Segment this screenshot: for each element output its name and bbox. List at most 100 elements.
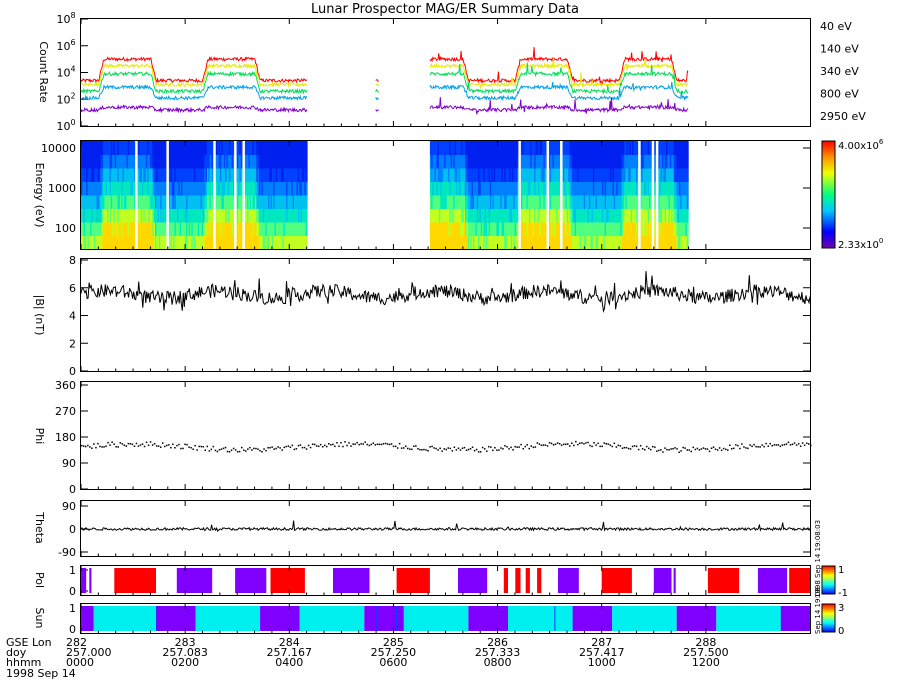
spectrogram-cell xyxy=(479,195,482,209)
spectrogram-cell xyxy=(136,168,139,182)
spectrogram-cell xyxy=(663,181,666,196)
spectrogram-cell xyxy=(624,168,627,182)
spectrogram-cell xyxy=(622,141,625,155)
spectrogram-cell xyxy=(429,141,432,155)
spectrogram-cell xyxy=(177,195,179,209)
phi-point xyxy=(720,449,723,452)
spectrogram-cell xyxy=(667,222,670,236)
spectrogram-cell xyxy=(643,141,646,155)
spectrogram-cell xyxy=(205,222,208,236)
spectrogram-cell xyxy=(196,168,199,182)
sun-block xyxy=(572,606,613,631)
spectrogram-cell xyxy=(625,168,628,182)
spectrogram-cell xyxy=(553,181,556,196)
spectrogram-cell xyxy=(579,154,582,169)
phi-point xyxy=(633,445,636,447)
spectrogram-cell xyxy=(633,195,636,209)
spectrogram-cell xyxy=(675,235,677,249)
spectrogram-cell xyxy=(628,222,630,236)
spectrogram-data-gap xyxy=(166,141,169,249)
spectrogram-cell xyxy=(440,168,443,182)
spectrogram-cell xyxy=(671,168,674,182)
spectrogram-cell xyxy=(556,195,559,209)
spectrogram-cell xyxy=(125,208,128,223)
count-rate-ytick-label: 102 xyxy=(56,91,75,106)
spectrogram-cell xyxy=(675,141,677,155)
spectrogram-cell xyxy=(622,195,625,209)
spectrogram-cell xyxy=(681,208,684,223)
spectrogram-cell xyxy=(160,235,163,249)
spectrogram-cell xyxy=(432,235,435,249)
spectrogram-cell xyxy=(552,141,555,155)
spectrogram-cell xyxy=(516,141,518,155)
spectrogram-cell xyxy=(472,141,475,155)
spectrogram-cell xyxy=(142,222,144,236)
spectrogram-cell xyxy=(194,222,196,236)
spectrogram-cell xyxy=(151,181,153,196)
spectrogram-cell xyxy=(486,208,488,223)
phi-point xyxy=(113,443,115,445)
spectrogram-cell xyxy=(672,235,675,249)
spectrogram-cell xyxy=(283,181,286,196)
spectrogram-cell xyxy=(578,141,581,155)
spectrogram-cell xyxy=(252,168,255,182)
spectrogram-cell xyxy=(168,168,170,182)
theta-ytick-label: -90 xyxy=(58,546,76,559)
spectrogram-cell xyxy=(566,235,569,249)
spectrogram-cell xyxy=(116,154,118,169)
spectrogram-cell xyxy=(506,154,509,169)
xtick-label-hhmm: 0600 xyxy=(379,656,407,669)
spectrogram-cell xyxy=(453,141,456,155)
spectrogram-cell xyxy=(526,208,529,223)
spectrogram-cell xyxy=(151,141,153,155)
spectrogram-cell xyxy=(542,195,544,209)
spectrogram-cell xyxy=(239,168,242,182)
phi-point xyxy=(550,442,553,445)
spectrogram-cell xyxy=(83,208,86,223)
spectrogram-cell xyxy=(629,222,632,236)
spectrogram-cell xyxy=(566,222,569,236)
phi-point xyxy=(558,443,561,445)
spectrogram-cell xyxy=(205,168,208,182)
spectrogram-cell xyxy=(495,208,497,223)
phi-point xyxy=(652,445,654,448)
spectrogram-cell xyxy=(282,195,285,209)
spectrogram-cell xyxy=(564,181,567,196)
spectrogram-cell xyxy=(287,181,290,196)
spectrogram-cell xyxy=(620,181,623,196)
spectrogram-cell xyxy=(461,235,464,249)
spectrogram-cell xyxy=(88,181,91,196)
spectrogram-cell xyxy=(603,154,606,169)
spectrogram-cell xyxy=(509,235,512,249)
spectrogram-cell xyxy=(271,154,274,169)
spectrogram-cell xyxy=(493,154,496,169)
spectrogram-cell xyxy=(261,208,264,223)
phi-point xyxy=(151,444,154,446)
spectrogram-cell xyxy=(225,222,228,236)
spectrogram-cell xyxy=(297,208,300,223)
spectrogram-cell xyxy=(283,195,286,209)
spectrogram-cell xyxy=(116,222,118,236)
spectrogram-cell xyxy=(572,181,574,196)
spectrogram-cell xyxy=(144,154,147,169)
spectrogram-cell xyxy=(171,168,174,182)
spectrogram-cell xyxy=(192,222,195,236)
spectrogram-cell xyxy=(530,195,533,209)
spectrogram-cell xyxy=(517,208,520,223)
spectrogram-cell xyxy=(526,181,529,196)
spectrogram-cell xyxy=(218,141,221,155)
spectrogram-cell xyxy=(499,154,501,169)
spectrogram-cell xyxy=(174,208,177,223)
spectrogram-cell xyxy=(463,208,466,223)
spectrogram-cell xyxy=(156,222,159,236)
spectrogram-cell xyxy=(270,235,273,249)
spectrogram-cell xyxy=(598,195,600,209)
spectrogram-cell xyxy=(173,222,176,236)
spectrogram-cell xyxy=(658,181,661,196)
spectrogram-cell xyxy=(429,154,432,169)
spectrogram-cell xyxy=(568,181,570,196)
spectrogram-cell xyxy=(278,168,281,182)
spectrogram-cell xyxy=(569,154,572,169)
spectrogram-cell xyxy=(484,181,487,196)
energy-ytick-label: 1000 xyxy=(48,182,76,195)
